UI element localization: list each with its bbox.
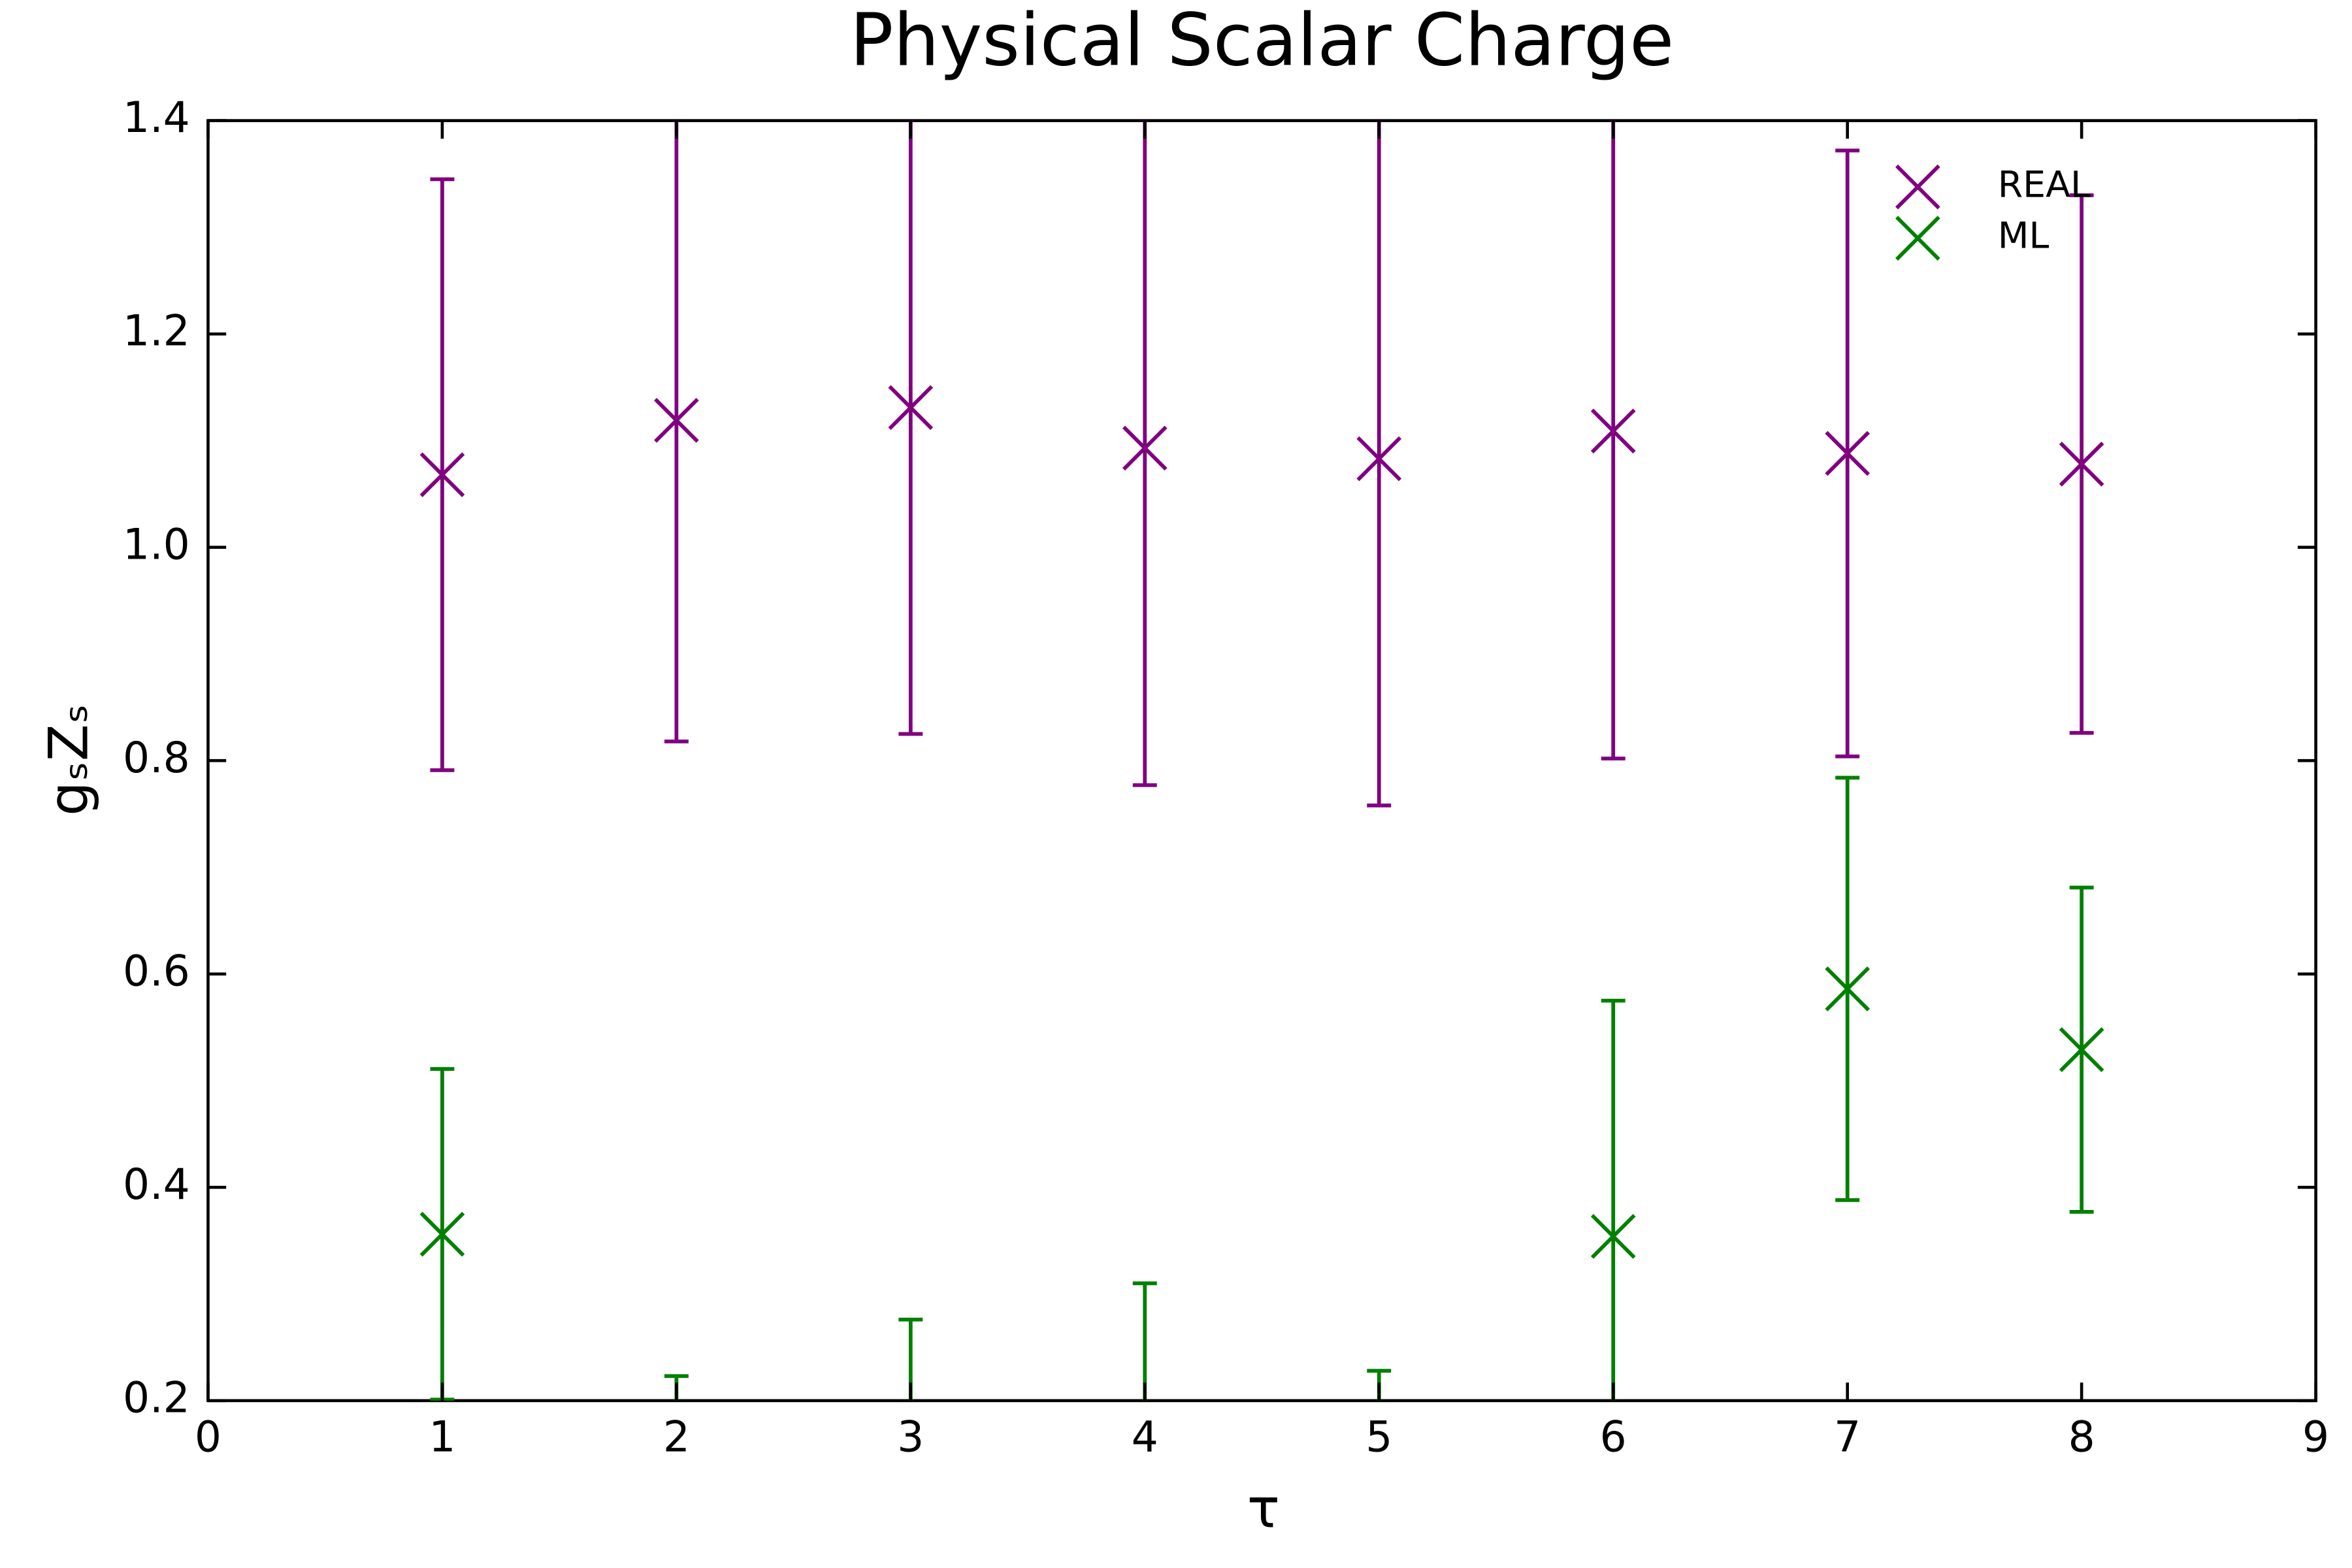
legend-label: ML [1998,216,2050,257]
legend-marker [1895,216,1940,261]
y-tick-label: 0.8 [123,734,190,783]
x-tick-label: 4 [1132,1413,1158,1462]
data-point [2059,441,2104,487]
data-point [2059,1027,2104,1073]
x-axis-label: τ [1247,1477,1280,1541]
legend-label: REAL [1998,164,2091,206]
x-tick-label: 9 [2302,1413,2329,1462]
data-point [1122,425,1168,471]
data-point [1358,1529,1400,1568]
data-point [419,1211,465,1257]
y-tick-label: 0.2 [123,1373,190,1422]
data-point [654,398,699,443]
y-axis-label: gₛZₛ [37,704,101,816]
plot-frame [206,119,2317,1403]
error-bar [898,1317,923,1401]
data-point [1590,1214,1636,1259]
data-point [1590,408,1636,454]
data-point [888,385,934,431]
chart-title: Physical Scalar Charge [850,0,1674,82]
y-tick-label: 0.6 [123,947,190,996]
error-bar [1132,1281,1157,1401]
y-tick-label: 0.4 [123,1160,190,1209]
data-point [890,1486,932,1529]
x-tick-label: 3 [897,1413,924,1462]
x-tick-label: 6 [1600,1413,1627,1462]
error-bar [664,1374,689,1401]
data-point [1825,966,1870,1011]
plot-area [419,120,2104,1568]
x-tick-label: 8 [2068,1413,2095,1462]
x-tick-label: 5 [1365,1413,1392,1462]
data-point [1356,436,1402,482]
x-tick-label: 0 [195,1413,221,1462]
x-tick-label: 7 [1834,1413,1861,1462]
data-point [419,452,465,498]
y-tick-label: 1.0 [123,520,190,569]
data-point [1825,431,1870,476]
data-point [655,1518,698,1561]
y-tick-label: 1.2 [123,307,190,356]
x-tick-label: 1 [429,1413,455,1462]
error-bar [1367,1369,1392,1401]
y-tick-label: 1.4 [123,93,190,142]
legend-marker [1895,164,1940,210]
x-tick-label: 2 [663,1413,690,1462]
